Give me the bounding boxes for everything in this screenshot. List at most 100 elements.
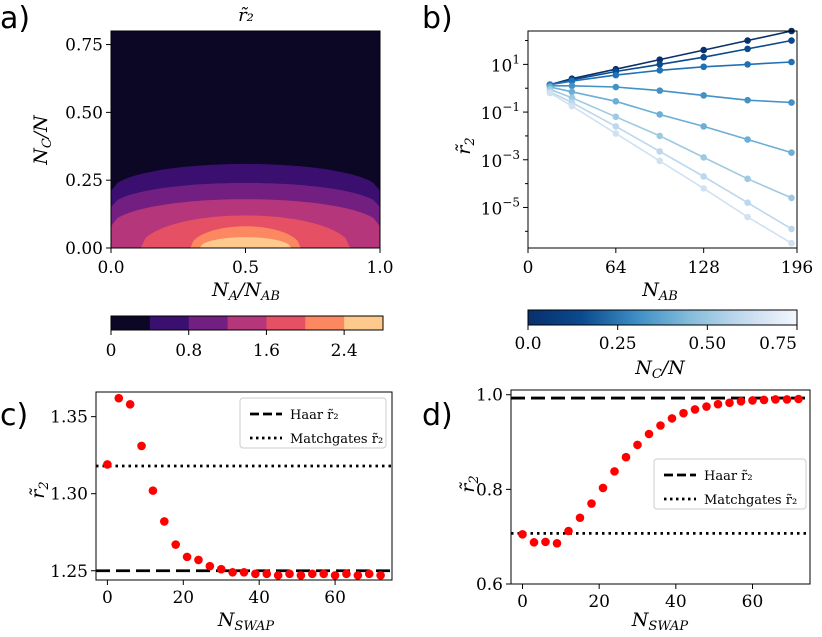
series-point (656, 67, 664, 74)
data-point (148, 486, 158, 495)
data-point (690, 405, 700, 414)
series-point (612, 98, 620, 105)
legend-entry-label: Haar r̃₂ (290, 408, 339, 423)
heatmap-colorbar-segment (227, 316, 267, 330)
series-point (656, 148, 664, 155)
tick-base: 10 (481, 104, 503, 124)
heatmap-y-tick-label: 0.00 (65, 239, 103, 259)
heatmap-colorbar-segment (266, 316, 306, 330)
heatmap-y-tick-label: 0.25 (65, 171, 103, 191)
data-point (160, 517, 169, 526)
x-tick-label: 20 (172, 588, 194, 608)
tick-base: 10 (491, 56, 513, 76)
line-colorbar-tick-label: 0.0 (514, 334, 541, 354)
data-point (251, 569, 260, 579)
series-point (700, 63, 707, 71)
scatter-c-y-ticks: 1.25 1.30 1.35 (50, 408, 96, 582)
data-point (575, 513, 585, 523)
data-point (308, 569, 317, 579)
data-point (713, 399, 723, 409)
data-point (364, 569, 374, 579)
data-point (748, 396, 757, 405)
legend-entry-label: Haar r̃₂ (704, 469, 753, 484)
line-x-tick-label: 0 (523, 258, 534, 278)
data-point (216, 564, 226, 574)
legend-box (239, 397, 387, 449)
tick-base: 10 (481, 199, 503, 219)
series-point (612, 113, 620, 121)
heatmap-colorbar-segment (149, 316, 190, 330)
data-point (679, 408, 688, 418)
y-tick-label: 0.8 (476, 480, 503, 500)
tick-exponent: −3 (502, 148, 520, 162)
scatter-c-plot-area (95, 391, 393, 581)
heatmap-colorbar: 0 0.8 1.6 2.4 (106, 315, 384, 361)
series-point (612, 71, 620, 79)
line-y-tick-label: 10−5 (481, 195, 520, 219)
scatter-d-legend: Haar r̃₂ Matchgates r̃₂ (653, 458, 807, 510)
scatter-d-y-ticks: 0.6 0.8 1.0 (476, 386, 511, 595)
series-point (744, 136, 751, 143)
series-point (744, 213, 751, 221)
data-point (376, 571, 385, 580)
heatmap-x-tick-label: 0.5 (232, 258, 259, 278)
heatmap-y-ticks: 0.00 0.25 0.50 0.75 (65, 36, 111, 259)
y-tick-label: 1.30 (50, 485, 88, 505)
heatmap-colorbar-frame (110, 315, 384, 331)
series-point (568, 77, 576, 85)
data-point (541, 537, 550, 547)
tick-exponent: −1 (502, 100, 520, 114)
series-point (612, 130, 620, 137)
data-point (610, 467, 619, 476)
legend-box (653, 458, 807, 510)
series-point (788, 99, 795, 106)
data-point (759, 395, 769, 405)
series-point (744, 199, 751, 206)
panel-label-c: c) (0, 398, 28, 433)
line-colorbar-tick-label: 0.25 (599, 334, 637, 354)
line-y-tick-label: 10−1 (481, 100, 520, 124)
data-point (667, 414, 677, 423)
series-point (700, 185, 707, 192)
series-point (656, 111, 664, 118)
data-point (285, 569, 294, 579)
tick-exponent: 1 (512, 52, 520, 66)
data-point (103, 460, 112, 469)
heatmap-y-tick-label: 0.50 (65, 103, 103, 123)
series-point (744, 96, 751, 104)
heatmap-plot-area (110, 30, 381, 249)
data-point (656, 421, 665, 430)
heatmap-y-tick-label: 0.75 (65, 36, 103, 56)
scatter-d-x-ticks: 0 20 40 60 (517, 584, 763, 612)
panel-label-a: a) (0, 1, 30, 36)
data-point (564, 526, 573, 536)
heatmap-contour-level (199, 237, 292, 248)
series-point (568, 82, 576, 90)
data-point (794, 394, 803, 404)
d-frame (510, 389, 811, 585)
data-point (137, 441, 146, 451)
data-point (228, 567, 237, 577)
data-point (598, 483, 608, 493)
data-point (644, 429, 654, 439)
data-point (182, 552, 192, 562)
data-point (171, 540, 180, 549)
line-x-tick-label: 196 (781, 258, 813, 278)
heatmap-x-ticks: 0.0 0.5 1.0 (97, 248, 394, 278)
series-point (656, 157, 664, 165)
c-frame (95, 391, 393, 581)
series-point (700, 173, 707, 180)
series-point (612, 83, 620, 91)
heatmap-panel: r̃₂ 0.0 0.5 1.0 0.000.250.500.75 NA/NAB NC… (30, 5, 394, 361)
series-point (656, 87, 664, 94)
legend-entry-label: Matchgates r̃₂ (290, 432, 383, 447)
data-point (702, 402, 711, 411)
y-tick-label: 1.35 (50, 408, 88, 428)
tick-exponent: −5 (502, 195, 520, 209)
data-point (736, 397, 746, 406)
data-point (330, 571, 340, 580)
series-point (744, 37, 751, 44)
heatmap-colorbar-segment (111, 316, 151, 330)
x-tick-label: 0 (517, 592, 528, 612)
